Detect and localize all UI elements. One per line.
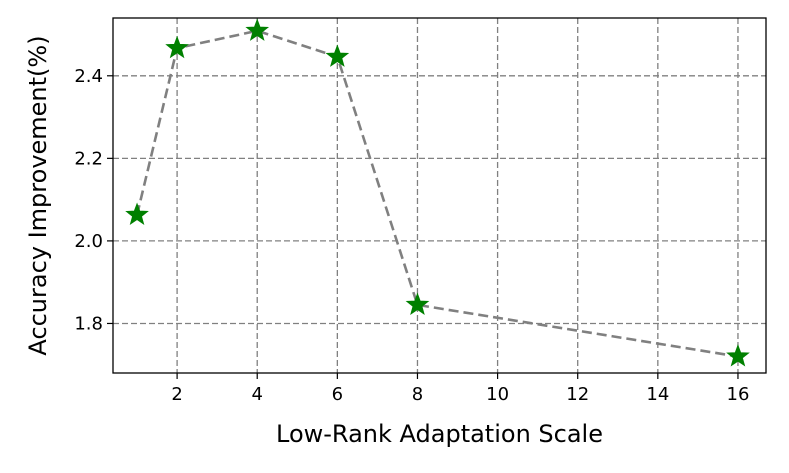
series-layer xyxy=(125,18,750,367)
x-tick-label: 6 xyxy=(332,384,343,405)
x-tick-label: 14 xyxy=(646,384,669,405)
x-tick-label: 8 xyxy=(412,384,423,405)
x-tick-label: 4 xyxy=(251,384,262,405)
x-tick-label: 2 xyxy=(171,384,182,405)
data-point-star xyxy=(726,344,750,367)
plot-frame xyxy=(112,17,767,374)
data-point-star xyxy=(405,292,430,315)
series-line xyxy=(135,29,739,358)
x-tick-label: 10 xyxy=(486,384,509,405)
x-tick-label: 12 xyxy=(566,384,589,405)
data-point-star xyxy=(245,18,270,41)
x-tick-label: 16 xyxy=(727,384,750,405)
x-axis-label: Low-Rank Adaptation Scale xyxy=(276,420,603,448)
y-tick-label: 1.8 xyxy=(74,313,103,334)
data-point-star xyxy=(325,44,350,67)
y-tick-label: 2.4 xyxy=(74,66,103,87)
ticks: 2 4 6 8 10 12 14 16 1.8 2.0 2.2 2.4 xyxy=(74,66,749,405)
data-point-star xyxy=(125,202,149,225)
y-tick-label: 2.0 xyxy=(74,231,103,252)
grid xyxy=(113,18,766,373)
data-point-star xyxy=(165,35,189,59)
y-tick-label: 2.2 xyxy=(74,148,103,169)
y-axis-label: Accuracy Improvement(%) xyxy=(24,35,52,355)
